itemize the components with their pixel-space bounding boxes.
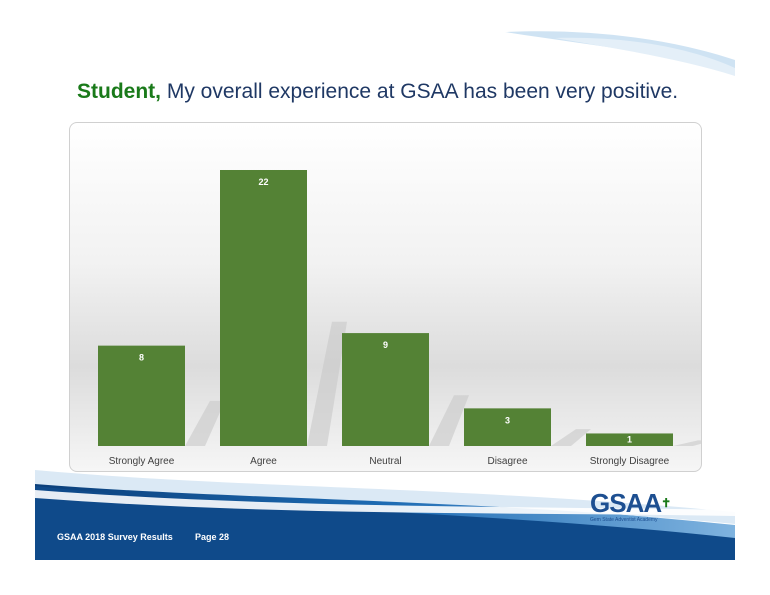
data-label: 1 — [627, 434, 632, 444]
data-label: 9 — [383, 340, 388, 350]
bar-strongly-agree — [98, 345, 185, 446]
x-tick-label: Disagree — [487, 456, 527, 467]
x-tick-label: Agree — [250, 456, 277, 467]
slide: Student, My overall experience at GSAA h… — [35, 20, 735, 560]
bar-neutral — [342, 333, 429, 446]
x-tick-label: Strongly Agree — [109, 456, 175, 467]
title-text: My overall experience at GSAA has been v… — [161, 80, 679, 103]
bar-shadow — [429, 395, 469, 446]
gsaa-logo: GSAA✝ Gem State Adventist Academy — [590, 490, 680, 530]
bar-chart: 8 Strongly Agree 22 Agree 9 Neutral 3 Disagree 1… — [98, 170, 701, 467]
bar-shadow — [673, 440, 701, 446]
x-tick-label: Strongly Disagree — [590, 456, 670, 467]
bar-strongly-disagree — [586, 433, 673, 446]
bar-shadow — [551, 429, 591, 446]
x-tick-label: Neutral — [369, 456, 401, 467]
bar-disagree — [464, 408, 551, 446]
footer-band — [35, 470, 735, 560]
data-label: 3 — [505, 415, 510, 425]
bar-shadow — [185, 400, 225, 446]
top-swoosh-decoration — [505, 31, 735, 76]
bar-shadow — [307, 321, 347, 446]
slide-title: Student, My overall experience at GSAA h… — [77, 80, 678, 104]
data-label: 22 — [258, 177, 268, 187]
footer-page-number: Page 28 — [195, 532, 230, 542]
logo-mark: GSAA✝ — [590, 488, 671, 518]
bar-agree — [220, 170, 307, 446]
chart-area: 8 Strongly Agree 22 Agree 9 Neutral 3 Disagree 1… — [69, 122, 702, 472]
title-lead: Student, — [77, 80, 161, 103]
footer-survey-label: GSAA 2018 Survey Results — [57, 532, 173, 542]
cross-icon: ✝ — [661, 496, 671, 510]
logo-subtitle: Gem State Adventist Academy — [590, 517, 658, 523]
data-label: 8 — [139, 353, 144, 363]
